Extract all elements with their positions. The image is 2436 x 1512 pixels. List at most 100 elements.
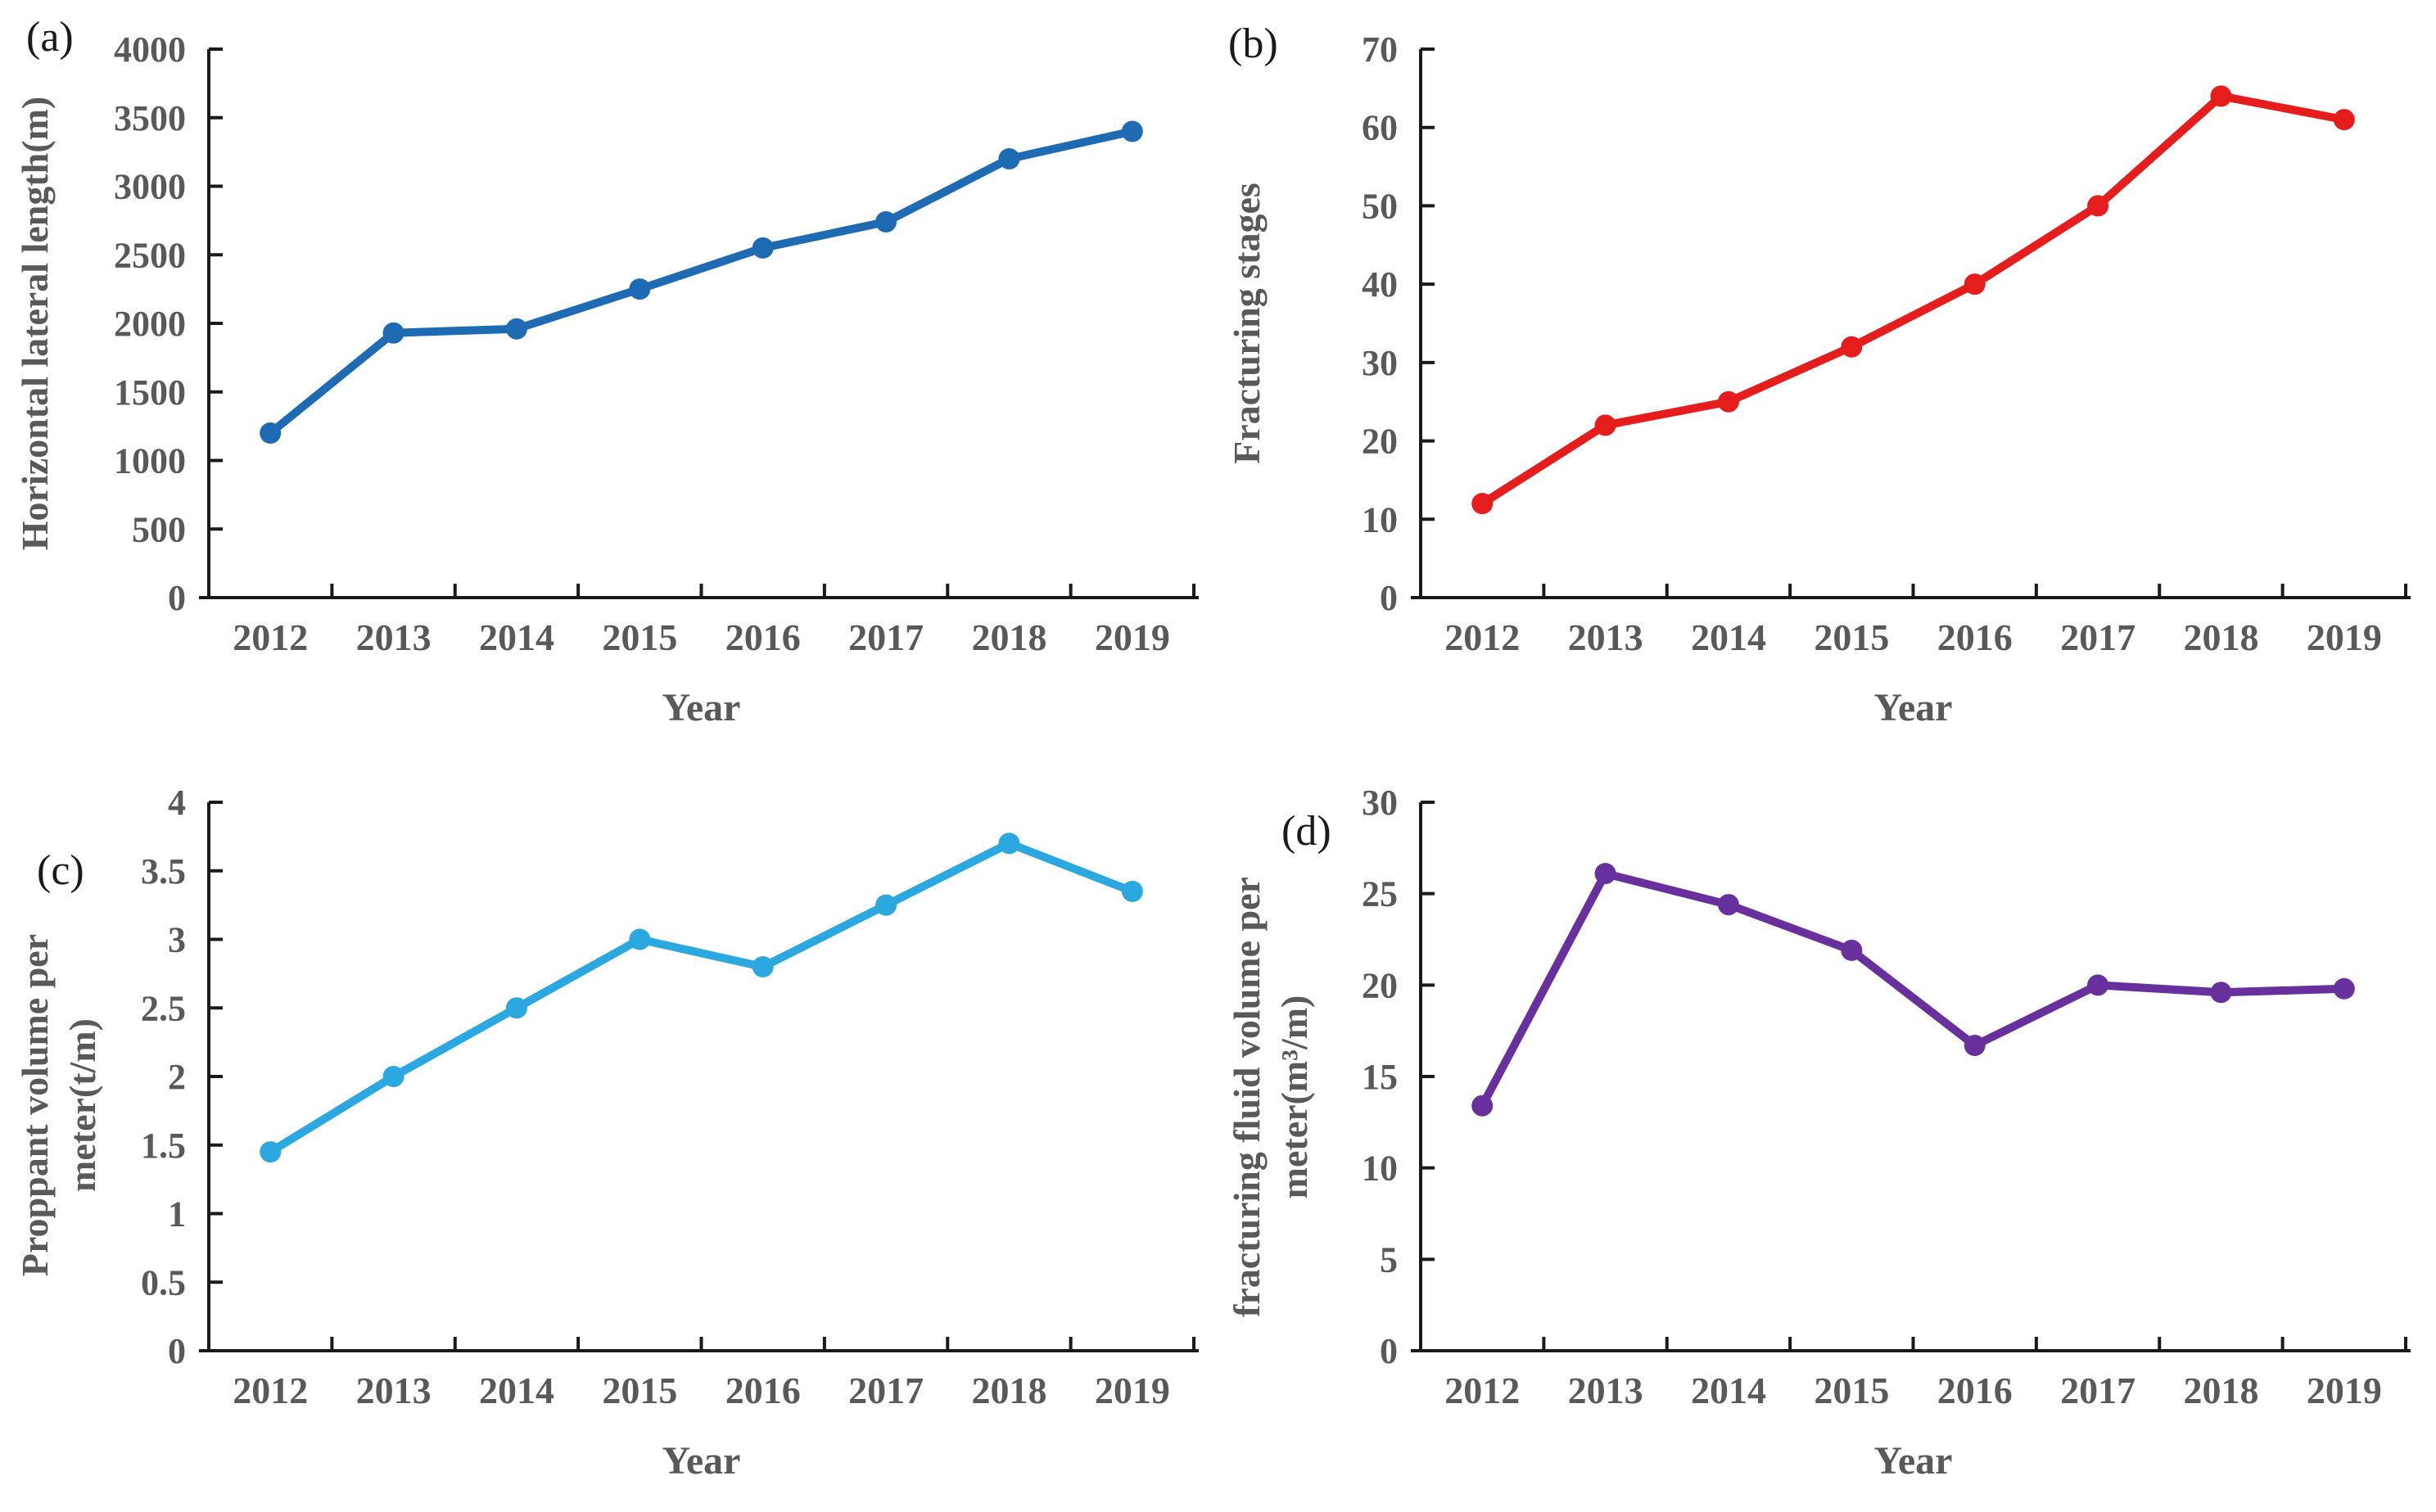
data-point: [1964, 1035, 1986, 1057]
x-axis-title: Year: [1874, 686, 1953, 729]
y-axis-title: Horizontal lateral length(m): [14, 97, 56, 550]
y-tick-label: 0: [1380, 1331, 1398, 1371]
data-point: [1841, 939, 1863, 961]
panel-c: (c) 0 0.5 1 1.5 2 2.5 3 3.5 4 2012 2013 2014 2015 2016…: [0, 753, 1212, 1512]
panel-letter: (a): [26, 14, 74, 61]
data-point: [505, 997, 527, 1019]
chart-d-svg: (d) 0 5 10 15 20 25 30 2012 2013 2014 2015 2016 2017 2…: [1226, 783, 2411, 1483]
data-point: [1964, 273, 1986, 296]
y-tick-label: 4000: [114, 29, 186, 70]
y-tick-label: 1500: [114, 372, 186, 413]
y-tick-label: 500: [132, 509, 186, 549]
x-tick-label: 2017: [848, 1370, 924, 1411]
data-point: [1471, 493, 1494, 515]
axis-lines: [199, 49, 1199, 599]
data-point: [629, 928, 651, 950]
x-tick-label: 2012: [233, 1370, 308, 1411]
x-tick-label: 2015: [1814, 616, 1889, 658]
series-line: [266, 127, 1137, 437]
y-tick-label: 2500: [114, 235, 186, 275]
x-tick-label: 2019: [1095, 616, 1170, 658]
y-tick-label: 50: [1362, 186, 1398, 226]
panel-letter: (c): [37, 847, 84, 894]
y-axis-title: fracturing fluid volume per: [1226, 877, 1268, 1317]
x-tick-label: 2016: [725, 616, 801, 658]
data-point: [875, 894, 897, 916]
y-axis-title: Proppant volume per: [14, 934, 56, 1276]
y-tick-label: 3.5: [141, 851, 186, 891]
y-tick-label: 0: [1380, 578, 1398, 618]
y-tick-label: 70: [1362, 29, 1398, 70]
data-point: [382, 1066, 404, 1087]
x-tick-label: 2013: [356, 616, 432, 658]
data-point: [998, 148, 1020, 169]
data-point: [752, 237, 774, 259]
data-point: [1717, 894, 1739, 916]
data-point: [382, 322, 404, 344]
y-tick-label: 30: [1362, 343, 1398, 383]
y-tick-label: 1000: [114, 441, 186, 481]
data-point: [1841, 336, 1863, 358]
y-tick-label: 25: [1362, 874, 1398, 914]
x-tick-label: 2016: [1937, 616, 2013, 658]
x-axis-title: Year: [662, 1439, 741, 1483]
data-point: [1471, 1095, 1494, 1117]
panel-a: (a) 0 500 1000 1500 2000 2500 3000 3500 4000 2012 2…: [0, 0, 1212, 753]
data-point: [752, 956, 774, 977]
y-tick-label: 3500: [114, 98, 186, 138]
y-axis-title: meter(m³/m): [1273, 995, 1315, 1199]
x-tick-label: 2012: [1444, 616, 1520, 658]
y-tick-label: 10: [1362, 499, 1398, 539]
x-tick-label: 2016: [725, 1370, 801, 1411]
y-tick-label: 1.5: [141, 1126, 186, 1166]
y-tick-label: 0: [168, 578, 186, 618]
x-tick-label: 2015: [602, 1370, 677, 1411]
data-point: [2333, 109, 2355, 131]
panel-d: (d) 0 5 10 15 20 25 30 2012 2013 2014 2015 2016 2017 2…: [1212, 753, 2436, 1512]
x-tick-label: 2018: [2183, 1370, 2258, 1411]
data-point: [2210, 85, 2232, 107]
x-axis-title: Year: [1874, 1439, 1953, 1483]
x-tick-label: 2014: [1691, 616, 1766, 658]
x-tick-label: 2018: [971, 616, 1046, 658]
x-tick-label: 2018: [971, 1370, 1046, 1411]
data-point: [1594, 863, 1616, 885]
axis-lines: [1411, 802, 2411, 1352]
chart-c-svg: (c) 0 0.5 1 1.5 2 2.5 3 3.5 4 2012 2013 2014 2015 2016…: [14, 783, 1199, 1483]
y-tick-label: 2.5: [141, 988, 186, 1028]
chart-a-svg: (a) 0 500 1000 1500 2000 2500 3000 3500 4000 2012 2…: [14, 14, 1199, 729]
y-tick-label: 3: [168, 920, 186, 960]
x-tick-label: 2015: [602, 616, 677, 658]
y-tick-label: 0.5: [141, 1262, 186, 1302]
y-tick-label: 60: [1362, 108, 1398, 148]
y-tick-label: 4: [168, 783, 186, 823]
y-tick-label: 0: [168, 1331, 186, 1371]
data-point: [1121, 880, 1143, 902]
y-tick-label: 3000: [114, 167, 186, 207]
y-tick-label: 40: [1362, 264, 1398, 305]
data-point: [1121, 120, 1143, 142]
axis-lines: [199, 802, 1199, 1352]
y-tick-label: 1: [168, 1194, 186, 1234]
x-tick-label: 2014: [479, 1370, 554, 1411]
data-point: [1717, 390, 1739, 413]
data-point: [260, 1141, 282, 1163]
y-tick-label: 20: [1362, 965, 1398, 1005]
x-tick-label: 2017: [2060, 616, 2135, 658]
y-tick-label: 2: [168, 1057, 186, 1097]
x-tick-label: 2014: [479, 616, 554, 658]
axis-lines: [1411, 49, 2411, 599]
y-tick-label: 30: [1362, 783, 1398, 823]
data-point: [1594, 414, 1616, 436]
x-tick-label: 2017: [848, 616, 924, 658]
data-point: [875, 211, 897, 233]
x-tick-label: 2019: [2307, 1370, 2382, 1411]
y-tick-label: 2000: [114, 304, 186, 344]
y-tick-label: 20: [1362, 422, 1398, 462]
y-tick-label: 5: [1380, 1239, 1398, 1280]
x-tick-label: 2018: [2183, 616, 2258, 658]
x-tick-label: 2019: [1095, 1370, 1170, 1411]
x-tick-label: 2013: [1568, 616, 1643, 658]
x-tick-label: 2016: [1937, 1370, 2013, 1411]
